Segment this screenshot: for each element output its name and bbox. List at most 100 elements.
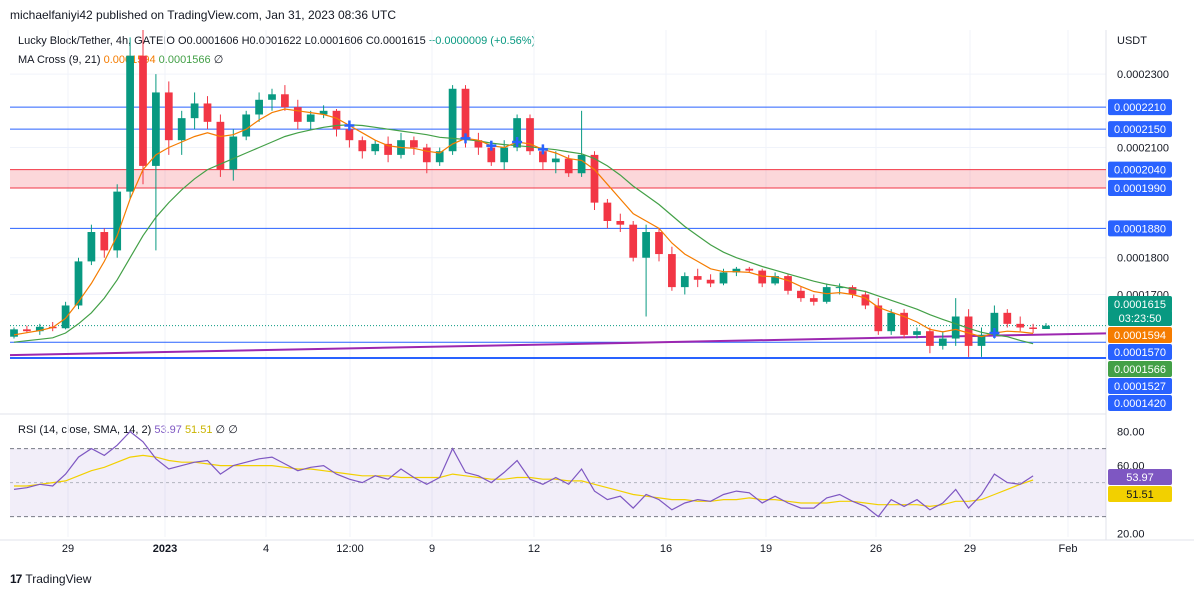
candle-body-18	[242, 114, 251, 137]
candle-body-29	[384, 143, 392, 155]
candle-body-52	[680, 276, 689, 288]
candle-body-51	[668, 254, 676, 288]
ma-fast-line	[13, 108, 1034, 338]
price-tick-0: 0.0002300	[1117, 69, 1169, 81]
tradingview-brand[interactable]: TradingView	[25, 572, 92, 586]
ohlc-open: O0.0001606	[177, 35, 239, 47]
chart-legend: Lucky Block/Tether, 4h, GATEIO O0.000160…	[18, 35, 535, 47]
candle-body-46	[603, 202, 612, 221]
candle-body-57	[745, 268, 754, 271]
candle-body-76	[990, 312, 999, 335]
current-price-label: 0.0001615	[1114, 299, 1166, 311]
rsi-line	[13, 430, 1034, 518]
candle-body-56	[732, 268, 741, 273]
candle-body-17	[229, 136, 238, 170]
candle-body-59	[771, 276, 779, 284]
candle-body-58	[758, 270, 767, 284]
trendline-line	[9, 332, 1107, 357]
rsi-value: 53.97	[154, 424, 182, 436]
candle-body-1	[23, 329, 31, 332]
time-tick-6: 16	[660, 543, 672, 555]
candle-body-69	[900, 312, 908, 335]
candle-body-65	[848, 287, 857, 295]
candle-body-31	[410, 140, 418, 148]
candle-body-40	[526, 118, 534, 152]
zone-label-top: 0.0002040	[1114, 165, 1166, 177]
candle-body-45	[590, 154, 599, 203]
rsi-axis-label-box	[1108, 469, 1172, 485]
candle-body-73	[951, 316, 960, 339]
candle-body-36	[474, 140, 483, 148]
candle-body-75	[977, 334, 986, 346]
candle-body-49	[642, 232, 650, 258]
resistance-zone-fill	[10, 169, 1106, 188]
rsi-sma-value: 51.51	[184, 424, 213, 436]
candle-body-68	[887, 312, 896, 332]
time-tick-7: 19	[760, 543, 772, 555]
rsi-extra-1: ∅	[215, 424, 226, 436]
currency-label: USDT	[1117, 35, 1147, 47]
publisher-line: michaelfaniyi42 published on TradingView…	[10, 8, 397, 22]
candle-body-9	[126, 55, 134, 192]
current-price-label-box	[1108, 296, 1172, 312]
candle-body-32	[422, 147, 431, 163]
candle-body-27	[358, 140, 367, 152]
level-label-4: 0.0001527	[1114, 381, 1166, 393]
resistance-zone	[10, 169, 1106, 189]
level-label-4-box	[1108, 378, 1172, 394]
rsi-label[interactable]: RSI (14, close, SMA, 14, 2)	[18, 424, 152, 436]
candle-body-8	[113, 191, 122, 251]
ma-slow-line	[13, 124, 1034, 345]
candle-body-44	[577, 154, 586, 174]
ma-slow-label-box	[1108, 361, 1172, 377]
candle-body-5	[74, 261, 83, 306]
time-tick-0: 29	[62, 543, 74, 555]
candle-body-28	[371, 143, 380, 152]
price-tick-2: 0.0001800	[1117, 253, 1169, 265]
candle-body-78	[1016, 323, 1025, 328]
candle-body-66	[861, 294, 870, 306]
zone-label-bottom: 0.0001990	[1114, 183, 1166, 195]
price-change: +0.0000009 (+0.56%)	[428, 35, 536, 47]
rsi-pane	[10, 430, 1106, 518]
level-label-0-box	[1108, 99, 1172, 116]
tradingview-logo[interactable]: 17	[10, 572, 22, 586]
rsi-sma-axis-label: 51.51	[1126, 489, 1154, 501]
moving-averages	[13, 108, 1034, 345]
ma-fast-label: 0.0001594	[1114, 330, 1166, 342]
level-label-2: 0.0001880	[1114, 223, 1166, 235]
countdown-label: 03:23:50	[1119, 313, 1162, 325]
rsi-tick-0: 80.00	[1117, 427, 1145, 439]
candle-body-72	[938, 338, 947, 346]
time-tick-10: Feb	[1059, 543, 1078, 555]
time-tick-2: 4	[263, 543, 269, 555]
ma-slow-label: 0.0001566	[1114, 364, 1166, 376]
symbol-label[interactable]: Lucky Block/Tether, 4h, GATEIO	[18, 35, 175, 47]
candle-body-41	[539, 151, 547, 163]
rsi-extra-2: ∅	[228, 424, 238, 436]
candle-body-80	[1042, 325, 1050, 329]
candle-body-48	[629, 224, 638, 258]
candle-body-35	[461, 88, 470, 141]
candle-body-10	[139, 55, 147, 166]
candle-body-0	[10, 329, 18, 337]
time-tick-5: 12	[528, 543, 540, 555]
level-label-2-box	[1108, 220, 1172, 237]
candle-body-11	[152, 92, 160, 166]
level-label-1: 0.0002150	[1114, 124, 1166, 136]
candle-body-37	[487, 147, 496, 163]
candle-body-23	[306, 114, 315, 122]
level-label-3: 0.0001570	[1114, 347, 1166, 359]
candle-body-42	[551, 158, 560, 163]
ma-label[interactable]: MA Cross (9, 21)	[18, 54, 101, 66]
candle-body-53	[693, 276, 702, 280]
candle-body-63	[822, 287, 831, 302]
time-tick-1: 2023	[153, 543, 177, 555]
price-tick-1: 0.0002100	[1117, 143, 1169, 155]
ohlc-low: L0.0001606	[304, 35, 363, 47]
candle-body-64	[835, 287, 844, 289]
candle-body-14	[190, 103, 199, 119]
candle-body-21	[281, 94, 289, 108]
candle-body-60	[784, 276, 792, 291]
